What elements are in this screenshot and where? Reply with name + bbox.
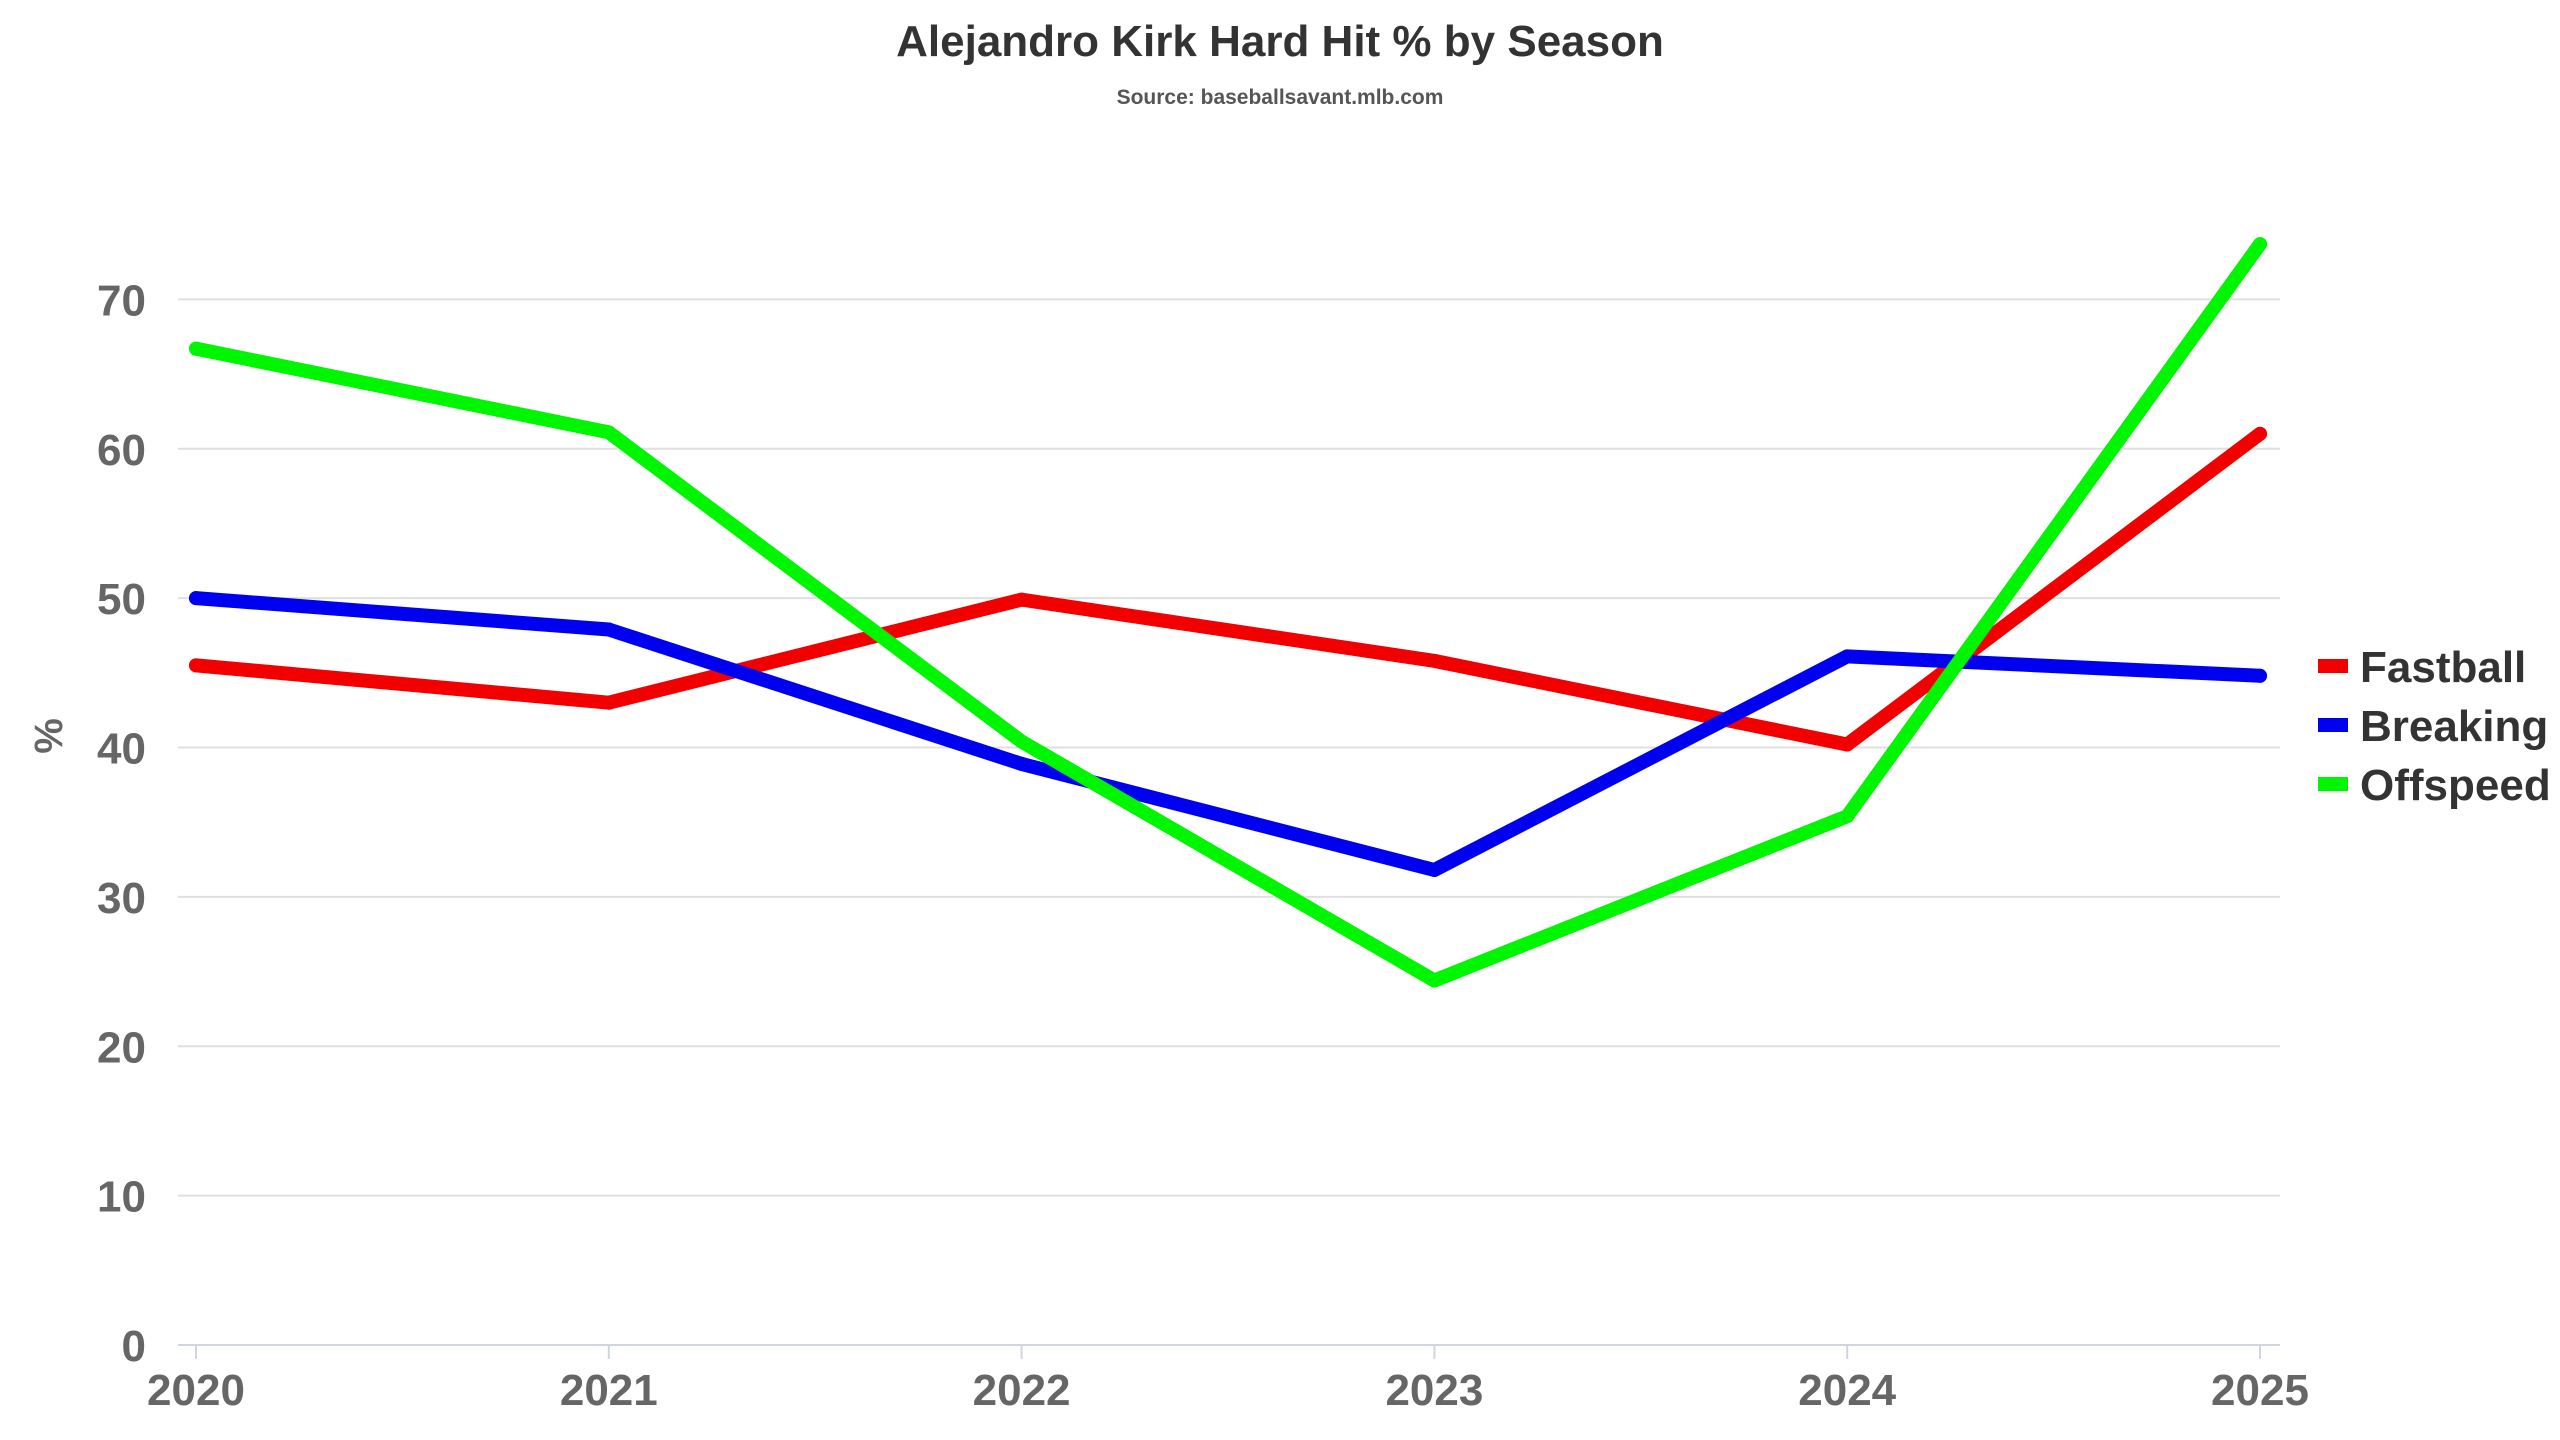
data-point-breaking[interactable] [1427, 862, 1442, 877]
x-tick-label: 2022 [973, 1366, 1071, 1415]
x-tick-label: 2021 [560, 1366, 658, 1415]
gridlines [178, 298, 2280, 1197]
x-axis-ticks: 2020 2021 2022 2023 2024 2025 [147, 1345, 2309, 1415]
data-point-offspeed[interactable] [1427, 973, 1442, 988]
data-point-offspeed[interactable] [1840, 809, 1855, 824]
data-point-fastball[interactable] [2253, 426, 2267, 441]
chart-title: Alejandro Kirk Hard Hit % by Season [896, 17, 1664, 66]
data-point-fastball[interactable] [1014, 592, 1029, 607]
series-line-offspeed [189, 237, 2267, 988]
series-line-fastball [189, 426, 2267, 752]
data-point-offspeed[interactable] [1014, 734, 1029, 749]
data-point-offspeed[interactable] [2253, 237, 2267, 252]
legend-item-breaking[interactable]: Breaking [2318, 702, 2548, 751]
x-tick-label: 2024 [1798, 1366, 1896, 1415]
data-point-breaking[interactable] [601, 622, 616, 637]
data-point-breaking[interactable] [2253, 668, 2267, 683]
data-point-fastball[interactable] [189, 658, 203, 673]
x-tick-label: 2020 [147, 1366, 245, 1415]
y-axis-title: % [27, 718, 71, 754]
legend-label: Fastball [2360, 643, 2526, 692]
y-tick-label: 0 [122, 1322, 146, 1371]
data-point-breaking[interactable] [189, 591, 203, 606]
data-point-offspeed[interactable] [601, 425, 616, 440]
data-point-fastball[interactable] [601, 695, 616, 710]
legend-item-fastball[interactable]: Fastball [2318, 643, 2526, 692]
legend[interactable]: Fastball Breaking Offspeed [2318, 643, 2551, 810]
legend-label: Breaking [2360, 702, 2548, 751]
y-tick-label: 50 [97, 575, 146, 624]
y-tick-label: 60 [97, 426, 146, 475]
y-tick-label: 30 [97, 874, 146, 923]
series-lines [189, 237, 2267, 988]
data-point-fastball[interactable] [1427, 653, 1442, 668]
legend-item-offspeed[interactable]: Offspeed [2318, 761, 2551, 810]
y-tick-label: 70 [97, 276, 146, 325]
y-tick-label: 40 [97, 725, 146, 774]
x-tick-label: 2023 [1385, 1366, 1483, 1415]
chart-subtitle: Source: baseballsavant.mlb.com [1117, 86, 1444, 109]
data-point-breaking[interactable] [1014, 756, 1029, 771]
data-point-offspeed[interactable] [189, 341, 203, 356]
series-line-breaking [189, 591, 2267, 877]
data-point-breaking[interactable] [1840, 649, 1855, 664]
y-tick-label: 10 [97, 1173, 146, 1222]
x-tick-label: 2025 [2211, 1366, 2309, 1415]
y-axis-ticks: 0 10 20 30 40 50 60 70 [97, 276, 146, 1371]
data-point-fastball[interactable] [1840, 737, 1855, 752]
legend-label: Offspeed [2360, 761, 2551, 810]
y-tick-label: 20 [97, 1023, 146, 1072]
